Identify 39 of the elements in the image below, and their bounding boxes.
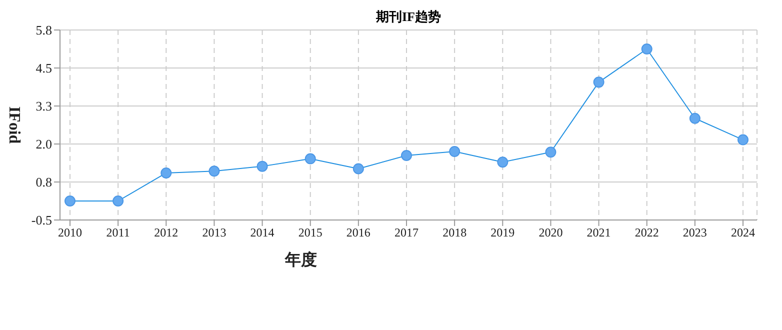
x-tick-label: 2021 [586, 226, 611, 240]
x-tick-label: 2023 [682, 226, 707, 240]
y-axis-title: IFoid [5, 106, 22, 144]
point [304, 153, 316, 164]
y-tick-label: 0.8 [36, 174, 52, 190]
point [449, 146, 460, 158]
x-tick-label: 2015 [298, 226, 322, 240]
x-tick-label: 2012 [154, 226, 178, 240]
y-tick-label: 5.8 [36, 22, 52, 38]
point [545, 146, 556, 158]
x-tick-label: 2018 [442, 226, 467, 240]
x-tick-label: 2017 [394, 226, 418, 240]
x-tick-label: 2019 [490, 226, 515, 240]
point [497, 156, 508, 168]
chart-title: 期刊IF趋势 [375, 8, 442, 26]
point [593, 76, 604, 88]
point [352, 163, 364, 174]
point [401, 150, 412, 161]
point [160, 167, 172, 178]
y-tick-label: 3.3 [36, 98, 52, 114]
y-tick-label: 2.0 [36, 136, 52, 152]
x-tick-label: 2013 [202, 226, 226, 240]
point [208, 166, 220, 177]
x-tick-label: 2014 [250, 226, 274, 240]
x-tick-label: 2010 [58, 226, 82, 240]
y-tick-label: 4.5 [36, 60, 52, 76]
x-tick-label: 2011 [106, 226, 130, 240]
point [641, 44, 652, 54]
x-tick-label: 2024 [731, 226, 755, 240]
point [738, 134, 748, 146]
x-axis-title: 年度 [284, 250, 317, 269]
point [64, 196, 76, 206]
point [256, 160, 268, 172]
x-tick-label: 2020 [538, 226, 563, 240]
y-tick-label: -0.5 [31, 212, 52, 228]
x-tick-label: 2022 [634, 226, 659, 240]
point [112, 196, 124, 206]
x-tick-label: 2016 [346, 226, 370, 240]
point [689, 112, 700, 124]
